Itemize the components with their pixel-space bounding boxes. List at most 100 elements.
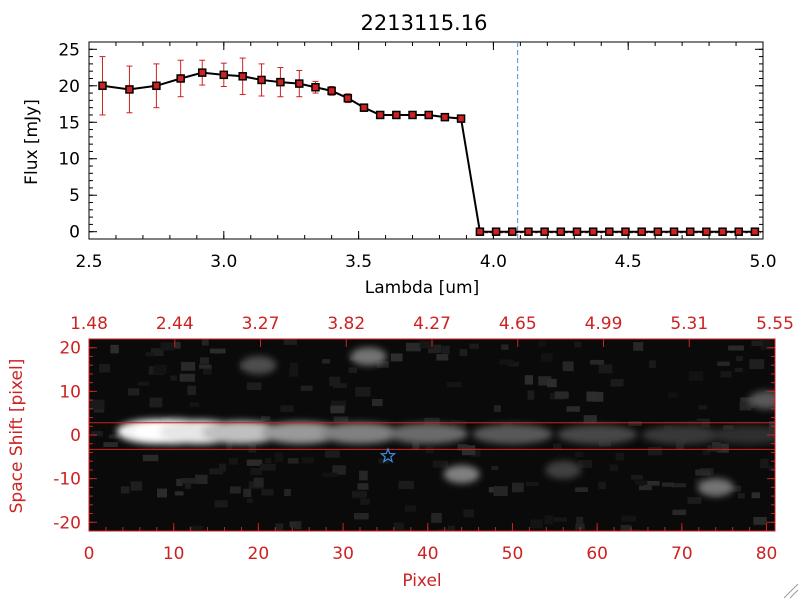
image-noise-cell [300, 385, 313, 391]
image-noise-cell [174, 491, 184, 496]
image-noise-cell [749, 359, 765, 370]
spectrum-plot-area: 2.5 3.0 3.5 4.0 4.5 5.0 0 5 10 15 20 25 [58, 40, 776, 272]
image-noise-cell [574, 341, 582, 348]
image-noise-cell [634, 480, 648, 485]
image-noise-cell [229, 486, 241, 494]
image-noise-cell [127, 388, 140, 396]
image-noise-cell [553, 443, 562, 450]
image-noise-cell [419, 340, 435, 349]
spectrum-data-point [653, 227, 663, 236]
spectrum-data-point [176, 74, 185, 83]
image-noise-cell [735, 356, 743, 362]
image-noise-cell [142, 454, 159, 462]
image-top-tick-label: 4.99 [585, 314, 623, 334]
spectrum-data-point [572, 227, 582, 236]
image-noise-cell [760, 458, 769, 469]
image-noise-cell [768, 465, 775, 471]
image-x-tick-label: 70 [671, 544, 693, 564]
image-noise-cell [648, 446, 663, 456]
image-noise-cell [670, 483, 687, 488]
spectrum-data-point [669, 227, 679, 236]
image-noise-cell [265, 457, 272, 464]
spectrum-data-point [295, 79, 304, 88]
image-noise-cell [214, 500, 228, 508]
image-trace-segment [387, 423, 468, 444]
image-noise-cell [404, 505, 416, 512]
resize-grip[interactable] [783, 583, 799, 599]
image-noise-cell [702, 448, 711, 456]
image-noise-cell [130, 481, 143, 491]
image-noise-cell [250, 468, 262, 475]
spectrum-data-point [605, 227, 614, 236]
image-noise-cell [751, 340, 763, 346]
image-noise-cell [330, 405, 345, 414]
image-noise-cell [463, 509, 474, 518]
image-noise-cell [203, 367, 212, 375]
spectrum-data-point [621, 227, 630, 236]
image-noise-cell [246, 498, 254, 503]
image-noise-cell [499, 359, 514, 365]
image-noise-cell [554, 391, 569, 399]
image-noise-cell [398, 480, 414, 490]
image-noise-cell [668, 392, 678, 398]
image-top-tick-label: 4.65 [499, 314, 537, 334]
image-noise-cell [355, 386, 371, 397]
image-top-tick-label: 4.27 [413, 314, 451, 334]
image-noise-cell [274, 452, 284, 463]
image-noise-cell [620, 524, 632, 531]
image-noise-cell [729, 485, 742, 492]
image-noise-cell [428, 344, 442, 353]
image-noise-cell [491, 465, 499, 470]
image-noise-cell [90, 399, 105, 410]
spectrum-data-point [219, 70, 229, 80]
image-noise-cell [325, 450, 340, 458]
spectrum-axes-frame [88, 41, 764, 240]
spectrum-data-point [152, 81, 161, 91]
image-noise-cell [610, 379, 624, 387]
image-noise-cell [357, 483, 369, 490]
image-noise-cell [348, 367, 357, 374]
image-noise-cell [393, 522, 404, 530]
spectrum-data-point [556, 227, 566, 236]
image-noise-cell [275, 523, 284, 531]
image-noise-cell [615, 452, 625, 461]
image-noise-cell [149, 397, 163, 408]
image-noise-cell [717, 361, 730, 366]
image-noise-cell [553, 517, 567, 522]
image-noise-cell [289, 362, 298, 370]
image-noise-cell [537, 340, 546, 347]
spectrum-y-tick-label: 10 [58, 150, 80, 170]
image-noise-cell [431, 513, 442, 523]
image-noise-cell [578, 459, 593, 468]
image-noise-cell [199, 357, 210, 365]
spectrum-y-tick-label: 0 [69, 223, 80, 243]
image-noise-cell [583, 415, 597, 424]
spectrum-data-point [475, 227, 485, 236]
image-noise-cell [187, 385, 196, 395]
spectrum-data-point [702, 227, 711, 236]
image-noise-cell [525, 481, 539, 487]
image-noise-cell [259, 463, 276, 471]
image-noise-cell [226, 440, 233, 451]
image-top-tick-label: 3.27 [242, 314, 280, 334]
spectrum-x-tick-label: 2.5 [75, 252, 102, 272]
image-y-tick-label: -10 [53, 470, 81, 490]
image-noise-cell [524, 375, 534, 385]
image-x-tick-label: 10 [163, 544, 185, 564]
image-noise-cell [137, 381, 149, 386]
image-trace-segment [709, 425, 775, 445]
spectrum-data-point [257, 75, 266, 85]
image-noise-cell [432, 460, 448, 468]
image-noise-cell [181, 361, 196, 371]
image-star-marker [379, 447, 397, 463]
image-noise-cell [412, 441, 420, 451]
image-trace-segment [472, 424, 553, 445]
image-noise-cell [734, 367, 743, 373]
image-trace-segment [260, 421, 341, 444]
image-noise-cell [405, 342, 422, 352]
image-noise-cell [150, 348, 164, 357]
image-x-tick-label: 40 [417, 544, 439, 564]
image-top-tick-label: 5.31 [670, 314, 708, 334]
spectrum-data-point [491, 227, 501, 236]
image-y-label: Space Shift [pixel] [7, 359, 27, 514]
